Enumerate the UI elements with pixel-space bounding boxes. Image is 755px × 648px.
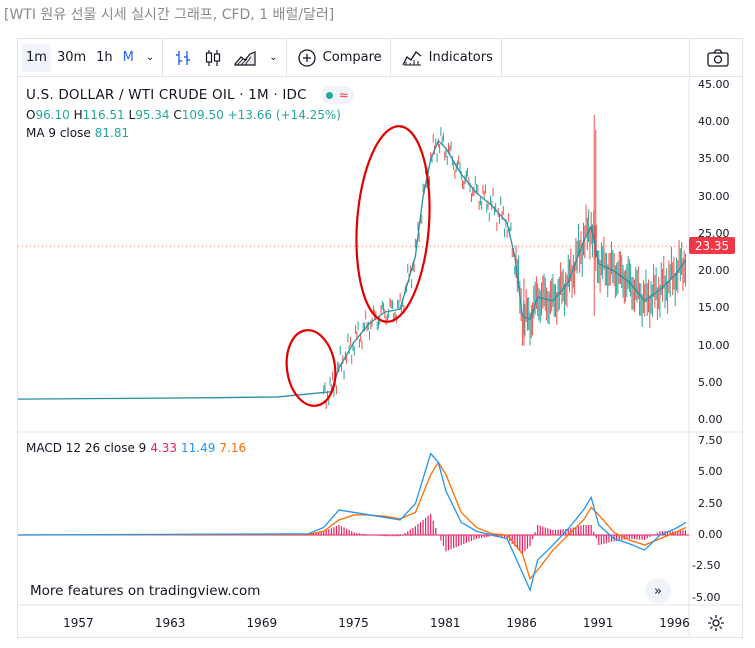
toolbar-divider [285,38,287,77]
bars-icon [176,50,191,65]
high-label: H [73,108,83,122]
area-chart-icon [234,50,256,66]
toolbar-divider [389,38,391,77]
price-axis-label: 40.00 [698,115,730,129]
price-series [17,114,689,409]
macd-hist-value: 4.33 [150,441,178,455]
annotation-circle-1979 [355,125,431,323]
close-value: 109.50 [181,108,224,122]
price-axis-label: 15.00 [698,301,730,315]
area-style-button[interactable] [229,44,261,72]
chart-style-dropdown[interactable]: ⌄ [263,44,281,72]
time-axis-label: 1996 [659,616,690,630]
macd-label: MACD 12 26 close 9 [26,441,147,455]
interval-monthly[interactable]: M [122,50,134,65]
open-label: O [26,108,36,122]
time-axis-label: 1991 [582,616,614,630]
ohlc-values: O96.10 H116.51 L95.34 C109.50 +13.66 (+1… [26,108,354,122]
scroll-to-realtime-button[interactable]: » [645,578,671,604]
high-value: 116.51 [82,108,125,122]
price-axis-label: 5.00 [698,375,723,389]
chart-legend: U.S. DOLLAR / WTI CRUDE OIL · 1M · IDC ≈… [26,86,354,140]
price-axis-label: 10.00 [698,338,730,352]
annotation-circle-1974 [285,329,337,407]
macd-axis-label: 5.00 [698,465,723,479]
interval-dropdown-button[interactable]: ⌄ [140,44,158,72]
macd-legend[interactable]: MACD 12 26 close 9 4.33 11.49 7.16 [26,441,246,455]
macd-series [17,452,689,593]
interval-1m[interactable]: 1m [22,43,51,72]
signal-line [17,461,687,581]
symbol-title[interactable]: U.S. DOLLAR / WTI CRUDE OIL · 1M · IDC [26,87,307,103]
snapshot-button[interactable] [702,44,734,72]
time-axis-label: 1957 [63,616,94,630]
time-axis-label: 1975 [338,616,369,630]
price-axis-label: 35.00 [698,152,730,166]
close-label: C [173,108,182,122]
chart-frame [17,38,743,638]
time-axis-label: 1986 [506,616,537,630]
macd-line [17,452,687,593]
price-axis-label: 25.00 [698,226,730,240]
price-axis-label: 30.00 [698,189,730,203]
candles-style-button[interactable] [199,44,227,72]
chevron-down-icon: ⌄ [269,52,278,63]
chart-toolbar: 1m 30m 1h M ⌄ ⌄ Compare Indicators [18,38,742,77]
candles-icon [206,49,221,66]
ma-value: 81.81 [94,126,130,140]
bars-style-button[interactable] [169,44,197,72]
indicators-icon [402,50,422,65]
time-axis-label: 1981 [429,616,461,630]
interval-30m[interactable]: 30m [56,50,87,65]
more-features-link[interactable]: More features on tradingview.com [30,583,261,599]
last-price-tag: 23.35 [689,237,735,254]
ma-label: MA 9 close [26,126,91,140]
toolbar-divider [500,38,502,77]
macd-axis-label: 7.50 [698,434,723,447]
plus-circle-icon [298,48,316,67]
settings-button[interactable] [706,613,726,637]
chevron-down-icon: ⌄ [145,52,155,63]
change-value: +13.66 (+14.25%) [227,108,341,122]
delayed-data-icon: ≈ [338,88,349,102]
time-axis-label: 1969 [246,616,278,630]
indicators-button[interactable]: Indicators [397,44,497,72]
gear-icon [708,615,724,631]
compare-label: Compare [322,50,382,65]
macd-axis-label: 0.00 [698,528,723,541]
toolbar-divider [162,38,164,77]
toolbar-divider [689,38,690,77]
open-value: 96.10 [35,108,70,122]
time-axis-label: 1963 [154,616,186,630]
macd-axis-label: 2.50 [698,496,723,510]
market-status-badge[interactable]: ≈ [320,86,354,104]
price-axis-label: 45.00 [698,78,730,91]
indicators-label: Indicators [428,50,493,65]
market-open-dot-icon [325,91,333,99]
low-value: 95.34 [135,108,170,122]
compare-button[interactable]: Compare [293,44,386,72]
macd-signal-value: 7.16 [219,441,247,455]
macd-axis-label: -5.00 [692,590,721,604]
interval-1h[interactable]: 1h [96,50,113,65]
low-label: L [128,108,136,122]
price-axis-label: 20.00 [698,264,730,278]
ma-legend[interactable]: MA 9 close 81.81 [26,126,354,140]
camera-icon [707,48,729,67]
price-axis-label: 0.00 [698,413,723,426]
macd-axis-label: -2.50 [692,559,721,573]
double-chevron-right-icon: » [654,583,662,599]
page-title: [WTI 원유 선물 시세 실시간 그래프, CFD, 1 배럴/달러] [4,7,335,23]
macd-line-value: 11.49 [181,441,216,455]
